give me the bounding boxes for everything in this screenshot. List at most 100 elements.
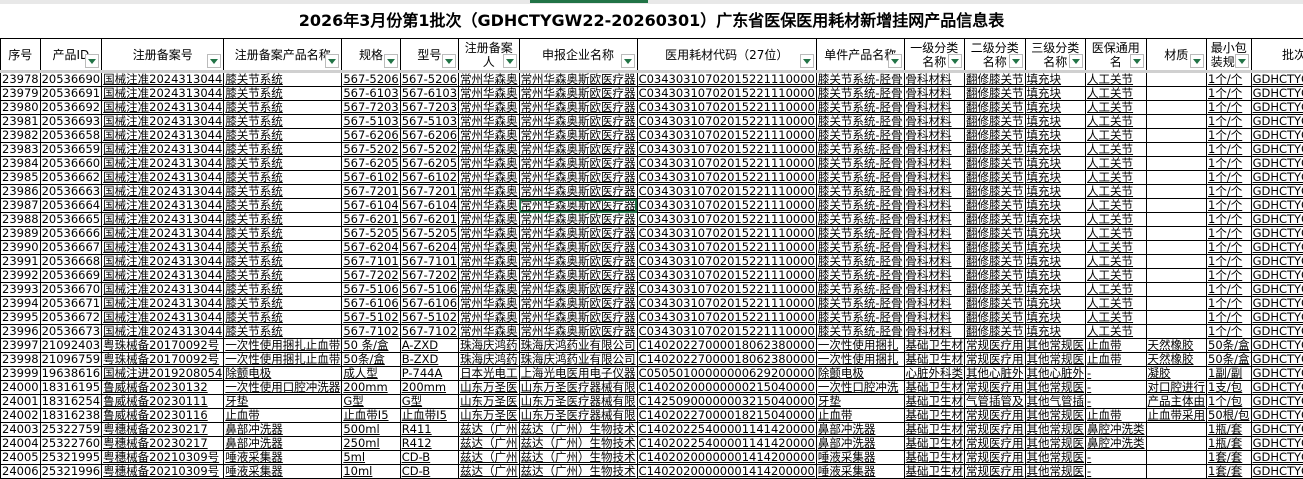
table-cell[interactable]: GDHCTYGW22-2 — [1251, 115, 1303, 129]
table-cell[interactable]: 50条/盒 — [1207, 339, 1252, 353]
table-cell[interactable]: 20536690 — [40, 72, 102, 87]
table-cell[interactable]: GDHCTYGW22-2 — [1251, 227, 1303, 241]
table-cell[interactable]: GDHCTYGW22-2 — [1251, 311, 1303, 325]
table-cell[interactable] — [1146, 72, 1207, 87]
table-cell[interactable]: 膝关节系统-胫骨 — [816, 283, 904, 297]
table-cell[interactable]: 心脏外科类 — [904, 367, 965, 381]
filter-dropdown-icon[interactable] — [948, 54, 962, 68]
table-cell[interactable]: C03430310702015221110000 — [637, 129, 816, 143]
table-cell[interactable] — [1146, 255, 1207, 269]
table-cell[interactable]: 填充块 — [1025, 101, 1086, 115]
table-cell[interactable]: 一次性使用捆扎止血带 — [224, 339, 342, 353]
table-cell[interactable]: GDHCTYGW22-2 — [1251, 409, 1303, 423]
table-cell[interactable]: 常州华森奥 — [459, 325, 520, 339]
table-cell[interactable]: 25322760 — [40, 437, 102, 451]
table-cell[interactable]: 1个/个 — [1207, 325, 1252, 339]
table-cell[interactable]: 鲁威械备20230132 — [102, 381, 224, 395]
table-cell[interactable]: C03430310702015221110000 — [637, 283, 816, 297]
table-cell[interactable]: 珠海庆鸿药 — [459, 353, 520, 367]
table-cell[interactable]: 其他心脏外 — [965, 367, 1026, 381]
table-cell[interactable]: GDHCTYGW22-2 — [1251, 101, 1303, 115]
table-cell[interactable]: 常州华森奥 — [459, 213, 520, 227]
table-cell[interactable]: 1套/套 — [1207, 451, 1252, 465]
table-cell[interactable]: 1个/个 — [1207, 87, 1252, 101]
table-cell[interactable]: 其他常规医 — [1025, 353, 1086, 367]
table-cell[interactable]: 粤珠械备20170092号 — [102, 339, 224, 353]
table-cell[interactable]: 其他常规医 — [1025, 339, 1086, 353]
table-cell[interactable]: 膝关节系统-胫骨 — [816, 297, 904, 311]
table-cell[interactable]: 翻修膝关节 — [965, 157, 1026, 171]
table-cell[interactable]: 人工关节 — [1086, 213, 1147, 227]
table-cell[interactable]: 1个/个 — [1207, 185, 1252, 199]
table-cell[interactable]: 1副/副 — [1207, 367, 1252, 381]
table-cell[interactable]: 膝关节系统-胫骨 — [816, 115, 904, 129]
table-cell[interactable]: 567-5106 — [400, 283, 458, 297]
table-cell[interactable]: GDHCTYGW22-2 — [1251, 353, 1303, 367]
table-cell[interactable]: 24001 — [1, 395, 41, 409]
table-cell[interactable]: 填充块 — [1025, 227, 1086, 241]
table-cell[interactable]: 24002 — [1, 409, 41, 423]
table-cell[interactable]: 骨科材料 — [904, 171, 965, 185]
table-cell[interactable]: 567-7201 — [400, 185, 458, 199]
table-cell[interactable]: 常州华森奥斯欧医疗器 — [519, 199, 637, 213]
table-cell[interactable]: 常州华森奥斯欧医疗器 — [519, 325, 637, 339]
table-cell[interactable]: 国械注准2024313044 — [102, 241, 224, 255]
table-cell[interactable]: 20536671 — [40, 297, 102, 311]
table-cell[interactable]: C14020200000001414200000 — [637, 451, 816, 465]
table-cell[interactable]: C14020227000018062380000 — [637, 353, 816, 367]
table-cell[interactable]: 兹达（广州）生物技术 — [519, 423, 637, 437]
table-cell[interactable]: 20536659 — [40, 143, 102, 157]
table-cell[interactable]: 567-5102 — [400, 311, 458, 325]
table-cell[interactable]: 止血带 — [224, 409, 342, 423]
table-cell[interactable]: 人工关节 — [1086, 297, 1147, 311]
table-cell[interactable]: 常州华森奥斯欧医疗器 — [519, 297, 637, 311]
table-cell[interactable]: 200mm — [400, 381, 458, 395]
table-cell[interactable]: 23979 — [1, 87, 41, 101]
table-cell[interactable]: 567-7202 — [400, 269, 458, 283]
table-cell[interactable]: 567-6104 — [400, 199, 458, 213]
table-cell[interactable]: 骨科材料 — [904, 255, 965, 269]
table-cell[interactable]: 止血带Ⅰ5 — [342, 409, 400, 423]
filter-dropdown-icon[interactable] — [888, 54, 902, 68]
table-cell[interactable]: 兹达（广州）生物技术 — [519, 437, 637, 451]
table-cell[interactable] — [1146, 185, 1207, 199]
table-cell[interactable]: 骨科材料 — [904, 297, 965, 311]
filter-dropdown-icon[interactable] — [800, 54, 814, 68]
table-cell[interactable]: 填充块 — [1025, 325, 1086, 339]
table-cell[interactable]: 膝关节系统 — [224, 227, 342, 241]
column-header[interactable]: 材质 — [1146, 39, 1207, 72]
table-cell[interactable]: 基础卫生材 — [904, 339, 965, 353]
table-cell[interactable]: 23997 — [1, 339, 41, 353]
table-cell[interactable]: C03430310702015221110000 — [637, 185, 816, 199]
table-cell[interactable]: 其他常规医 — [1025, 451, 1086, 465]
table-cell[interactable]: 膝关节系统 — [224, 255, 342, 269]
table-cell[interactable]: 膝关节系统 — [224, 143, 342, 157]
table-cell[interactable]: 鼻部冲洗器 — [816, 437, 904, 451]
table-cell[interactable]: 粤穗械备20230217 — [102, 423, 224, 437]
table-cell[interactable]: 人工关节 — [1086, 129, 1147, 143]
table-cell[interactable]: 567-6104 — [342, 199, 400, 213]
table-cell[interactable]: 唾液采集器 — [816, 451, 904, 465]
table-cell[interactable]: R411 — [400, 423, 458, 437]
table-cell[interactable]: 膝关节系统-胫骨 — [816, 227, 904, 241]
table-cell[interactable]: P-744A — [400, 367, 458, 381]
table-cell[interactable]: 人工关节 — [1086, 199, 1147, 213]
table-cell[interactable]: 常州华森奥斯欧医疗器 — [519, 171, 637, 185]
table-cell[interactable]: 23989 — [1, 227, 41, 241]
table-cell[interactable]: - — [1086, 381, 1147, 395]
table-cell[interactable]: 23984 — [1, 157, 41, 171]
table-cell[interactable]: 膝关节系统 — [224, 241, 342, 255]
table-cell[interactable]: 止血带采用 — [1146, 409, 1207, 423]
table-cell[interactable]: 20536665 — [40, 213, 102, 227]
table-cell[interactable]: 1瓶/套 — [1207, 437, 1252, 451]
table-cell[interactable]: 567-5103 — [342, 115, 400, 129]
table-cell[interactable]: 鼻部冲洗器 — [816, 423, 904, 437]
table-cell[interactable] — [1146, 157, 1207, 171]
table-cell[interactable]: 1个/个 — [1207, 157, 1252, 171]
table-cell[interactable]: 国械注准2024313044 — [102, 143, 224, 157]
table-cell[interactable]: 翻修膝关节 — [965, 283, 1026, 297]
table-cell[interactable]: 常州华森奥斯欧医疗器 — [519, 143, 637, 157]
table-cell[interactable]: C03430310702015221110000 — [637, 115, 816, 129]
table-cell[interactable] — [1146, 143, 1207, 157]
table-cell[interactable]: C03430310702015221110000 — [637, 143, 816, 157]
